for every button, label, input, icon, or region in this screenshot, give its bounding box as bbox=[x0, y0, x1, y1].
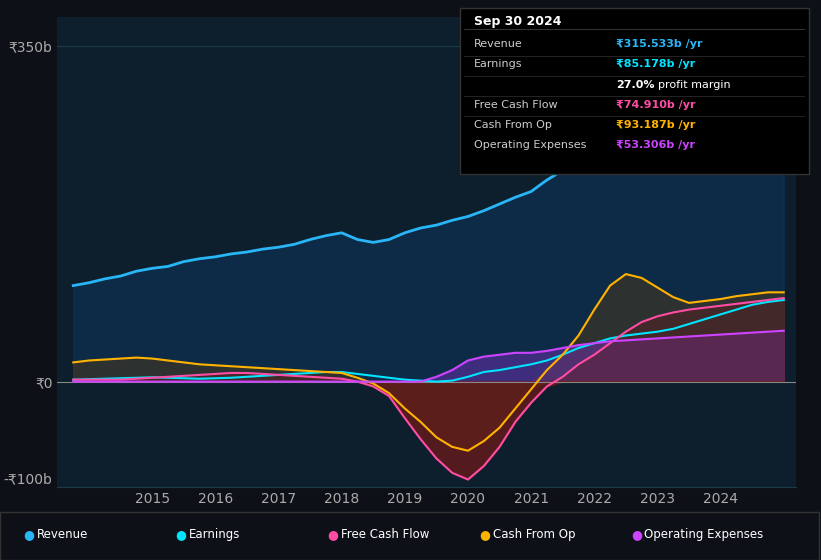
Text: ●: ● bbox=[23, 528, 34, 542]
Text: ₹315.533b /yr: ₹315.533b /yr bbox=[616, 39, 702, 49]
Text: Cash From Op: Cash From Op bbox=[493, 528, 575, 542]
Text: Operating Expenses: Operating Expenses bbox=[644, 528, 764, 542]
Text: ●: ● bbox=[479, 528, 490, 542]
Text: Free Cash Flow: Free Cash Flow bbox=[474, 100, 557, 110]
Text: ₹85.178b /yr: ₹85.178b /yr bbox=[616, 59, 695, 69]
Text: Free Cash Flow: Free Cash Flow bbox=[341, 528, 429, 542]
Text: profit margin: profit margin bbox=[658, 80, 731, 90]
Text: ₹53.306b /yr: ₹53.306b /yr bbox=[616, 140, 695, 150]
Text: Earnings: Earnings bbox=[189, 528, 241, 542]
Text: ●: ● bbox=[631, 528, 642, 542]
Text: ●: ● bbox=[327, 528, 338, 542]
Text: Earnings: Earnings bbox=[474, 59, 522, 69]
Text: Sep 30 2024: Sep 30 2024 bbox=[474, 15, 562, 28]
Text: ₹93.187b /yr: ₹93.187b /yr bbox=[616, 120, 695, 130]
Text: 27.0%: 27.0% bbox=[616, 80, 654, 90]
Text: Operating Expenses: Operating Expenses bbox=[474, 140, 586, 150]
Text: Cash From Op: Cash From Op bbox=[474, 120, 552, 130]
Text: Revenue: Revenue bbox=[37, 528, 89, 542]
Text: ₹74.910b /yr: ₹74.910b /yr bbox=[616, 100, 695, 110]
Text: ●: ● bbox=[175, 528, 186, 542]
Text: Revenue: Revenue bbox=[474, 39, 522, 49]
